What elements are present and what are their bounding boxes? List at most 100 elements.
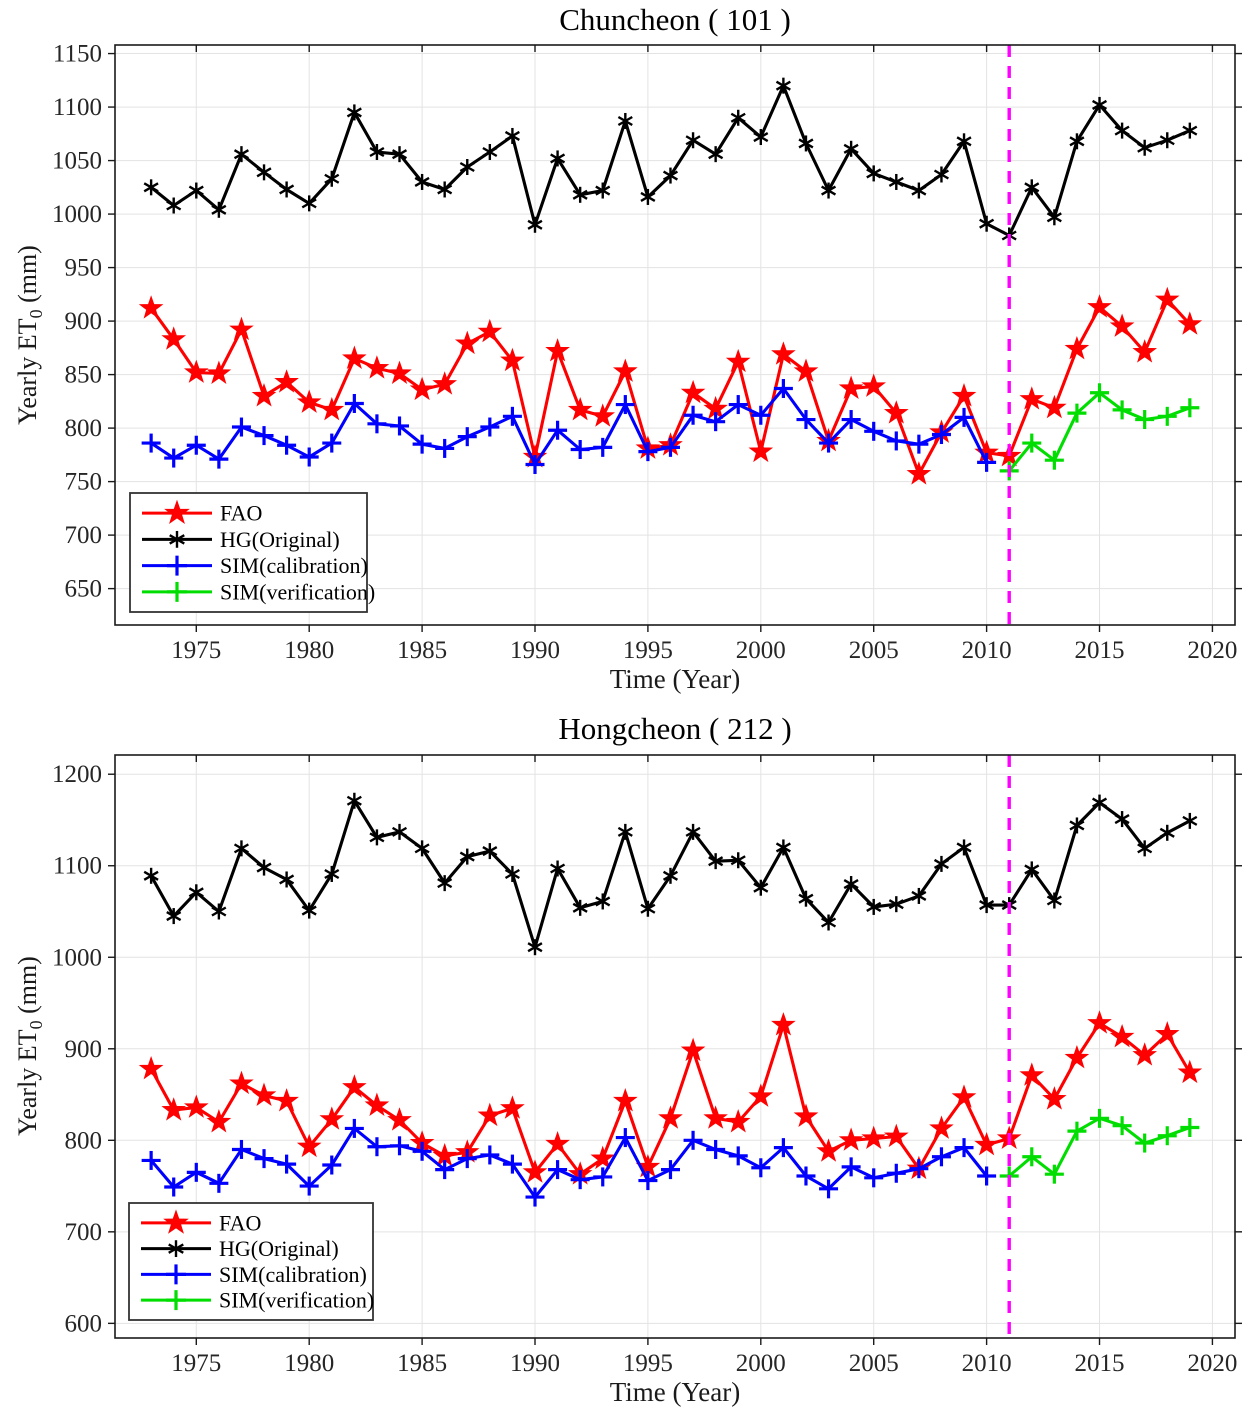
marker-asterisk (256, 862, 272, 873)
marker-star (206, 360, 232, 384)
marker-star (1042, 1086, 1067, 1110)
marker-asterisk (617, 826, 633, 837)
x-tick-label: 1975 (171, 1350, 221, 1377)
marker-asterisk (617, 115, 633, 127)
marker-star (725, 1109, 751, 1133)
marker-asterisk (527, 219, 543, 230)
marker-star (929, 1115, 954, 1139)
marker-star (319, 396, 345, 421)
x-tick-label: 1990 (510, 1350, 560, 1377)
marker-asterisk (843, 879, 859, 890)
marker-star (183, 1094, 209, 1118)
marker-star (1154, 286, 1180, 311)
y-tick-label: 1050 (52, 148, 102, 175)
marker-asterisk (730, 855, 746, 866)
marker-asterisk (504, 868, 520, 880)
marker-asterisk (1091, 99, 1108, 110)
marker-asterisk (708, 856, 724, 867)
y-tick-label: 600 (65, 1310, 103, 1337)
marker-asterisk (843, 143, 859, 154)
marker-star (906, 461, 932, 485)
marker-star (974, 1131, 999, 1156)
marker-asterisk (1046, 212, 1062, 223)
marker-star (164, 499, 190, 524)
marker-star (161, 326, 187, 350)
x-axis-label-bottom: Time (Year) (609, 1377, 741, 1407)
marker-star (364, 355, 390, 379)
marker-star (771, 341, 796, 365)
marker-star (161, 1097, 187, 1121)
marker-star (229, 1070, 254, 1095)
marker-asterisk (708, 149, 724, 160)
marker-asterisk (169, 534, 185, 545)
x-tick-label: 2000 (736, 1350, 786, 1377)
chart-title-hongcheon: Hongcheon ( 212 ) (558, 711, 792, 746)
marker-asterisk (279, 874, 295, 885)
marker-asterisk (911, 890, 927, 901)
x-tick-label: 2015 (1075, 1350, 1125, 1377)
marker-asterisk (256, 167, 272, 178)
marker-asterisk (1024, 864, 1040, 875)
marker-star (1064, 335, 1090, 360)
marker-asterisk (414, 176, 430, 188)
marker-asterisk (527, 942, 543, 953)
marker-star (838, 375, 864, 399)
marker-asterisk (662, 170, 679, 181)
marker-asterisk (866, 168, 882, 179)
marker-star (612, 1088, 638, 1112)
marker-star (251, 1082, 277, 1106)
marker-asterisk (414, 843, 430, 854)
marker-asterisk (437, 878, 453, 889)
marker-asterisk (1137, 843, 1153, 854)
marker-asterisk (482, 846, 498, 857)
marker-asterisk (346, 795, 362, 806)
legend-label-HG(Original): HG(Original) (219, 1236, 339, 1261)
marker-star (138, 295, 164, 319)
axes-box (114, 754, 1236, 1339)
marker-asterisk (821, 917, 837, 928)
marker-asterisk (550, 863, 566, 874)
marker-star (1019, 386, 1045, 410)
marker-asterisk (1069, 136, 1085, 147)
marker-star (658, 1105, 683, 1129)
marker-asterisk (188, 185, 204, 196)
marker-star (771, 1012, 796, 1036)
y-tick-label: 1200 (52, 761, 102, 788)
y-tick-label: 900 (65, 1036, 103, 1063)
marker-asterisk (753, 131, 769, 143)
marker-star (748, 1083, 774, 1107)
marker-asterisk (391, 826, 408, 837)
x-tick-label: 2010 (962, 637, 1012, 664)
marker-asterisk (866, 901, 882, 912)
marker-asterisk (301, 905, 317, 916)
marker-star (1087, 1010, 1112, 1034)
marker-star (1132, 339, 1158, 363)
marker-asterisk (821, 185, 837, 196)
marker-asterisk (933, 858, 949, 869)
marker-asterisk (979, 900, 995, 911)
x-tick-label: 2005 (849, 637, 899, 664)
x-tick-label: 1990 (510, 637, 560, 664)
marker-star (590, 403, 616, 427)
marker-star (1064, 1044, 1090, 1069)
marker-star (612, 358, 638, 382)
series-line-SIM(calibration) (150, 386, 988, 467)
legend-label-HG(Original): HG(Original) (220, 527, 340, 552)
y-tick-label: 1000 (52, 944, 102, 971)
marker-star (1087, 294, 1112, 318)
series-line-SIM(calibration) (149, 1126, 988, 1199)
marker-star (183, 359, 209, 383)
marker-star (296, 1133, 322, 1158)
marker-asterisk (1182, 125, 1198, 136)
x-tick-label: 1985 (397, 637, 447, 664)
marker-star (680, 1037, 706, 1062)
y-tick-label: 650 (65, 576, 103, 603)
marker-asterisk (595, 185, 611, 196)
x-tick-label: 2000 (736, 637, 786, 664)
marker-star (861, 1125, 887, 1149)
x-tick-label: 1995 (623, 1350, 673, 1377)
marker-star (883, 400, 909, 424)
marker-asterisk (369, 146, 385, 158)
marker-asterisk (1024, 182, 1040, 193)
